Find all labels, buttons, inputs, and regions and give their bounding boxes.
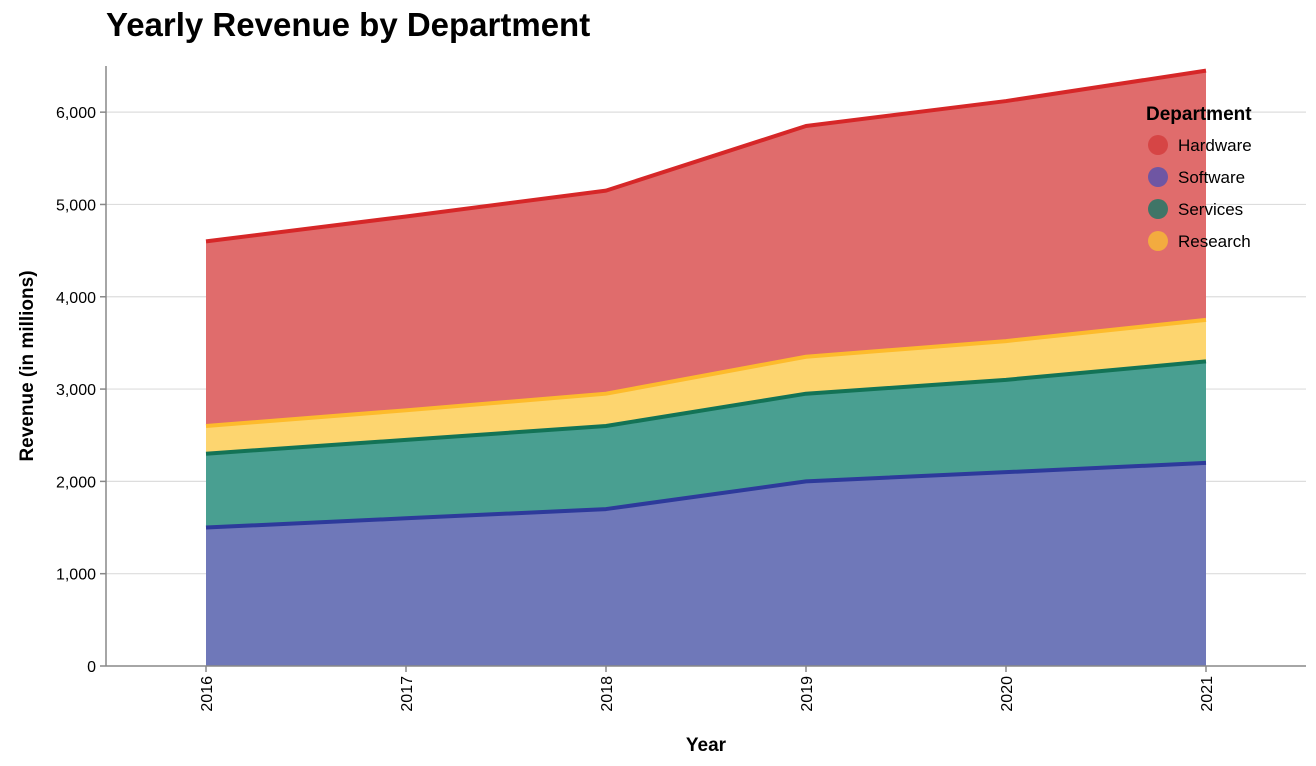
y-tick-label: 4,000 xyxy=(56,290,96,307)
x-axis: 2016 2017 2018 2019 2020 2021 xyxy=(106,665,1306,712)
legend-title: Department xyxy=(1146,104,1252,125)
y-tick-label: 3,000 xyxy=(56,382,96,399)
x-tick-label: 2019 xyxy=(799,676,816,712)
legend-label-hardware: Hardware xyxy=(1178,136,1252,155)
line-research xyxy=(205,317,1207,428)
x-tick-label: 2018 xyxy=(599,676,616,712)
line-services xyxy=(205,359,1207,456)
legend-swatch-hardware xyxy=(1148,135,1168,155)
area-software xyxy=(206,462,1206,666)
chart-title: Yearly Revenue by Department xyxy=(106,6,590,43)
legend-swatch-services xyxy=(1148,199,1168,219)
x-tick-label: 2020 xyxy=(999,676,1016,712)
legend-label-research: Research xyxy=(1178,232,1251,251)
y-axis: 0 1,000 2,000 3,000 4,000 5,000 6,000 xyxy=(56,66,107,676)
y-tick-label: 2,000 xyxy=(56,474,96,491)
x-tick-label: 2017 xyxy=(399,676,416,712)
legend-swatch-software xyxy=(1148,167,1168,187)
line-software xyxy=(205,460,1207,530)
y-tick-label: 1,000 xyxy=(56,567,96,584)
y-tick-label: 6,000 xyxy=(56,105,96,122)
axes: 0 1,000 2,000 3,000 4,000 5,000 6,000 2016 2017… xyxy=(56,66,1306,712)
line-hardware xyxy=(205,68,1207,244)
area-hardware xyxy=(206,70,1206,426)
area-research xyxy=(206,319,1206,454)
series-lines xyxy=(205,68,1207,530)
x-tick-label: 2016 xyxy=(199,676,216,712)
area-services xyxy=(206,361,1206,528)
legend-label-software: Software xyxy=(1178,168,1245,187)
legend-label-services: Services xyxy=(1178,200,1243,219)
y-tick-label: 5,000 xyxy=(56,197,96,214)
y-axis-title: Revenue (in millions) xyxy=(17,270,38,461)
legend-swatch-research xyxy=(1148,231,1168,251)
legend: Department Hardware Software Services Resea… xyxy=(1146,104,1252,251)
area-series xyxy=(206,70,1206,666)
x-axis-title: Year xyxy=(686,735,727,756)
x-tick-label: 2021 xyxy=(1199,676,1216,712)
y-tick-label: 0 xyxy=(87,659,96,676)
